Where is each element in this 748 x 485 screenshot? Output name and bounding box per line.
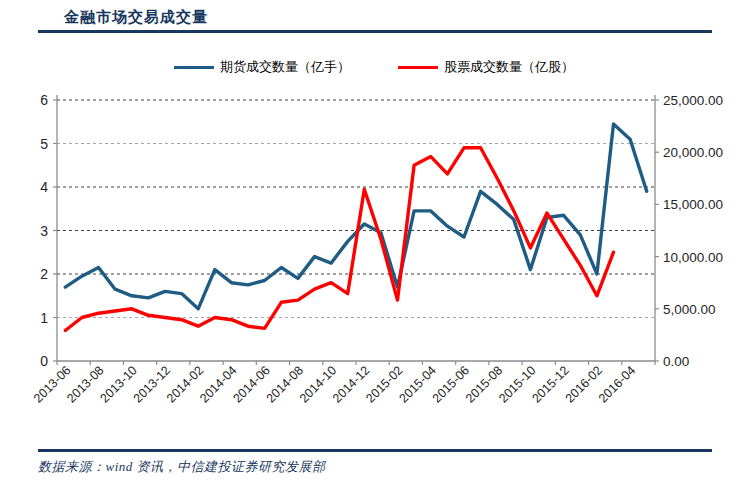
data-source-note: 数据来源：wind 资讯，中信建投证券研究发展部 [38,458,326,476]
stocks-line-swatch [398,66,438,69]
right-axis-label: 15,000.00 [663,197,723,212]
left-axis-label: 2 [40,266,48,282]
x-axis-label: 2016-04 [596,363,638,405]
title-divider [38,30,712,33]
left-axis-label: 6 [40,92,48,108]
right-axis-label: 0.00 [663,354,689,369]
left-axis-label: 3 [40,223,48,239]
right-axis-label: 5,000.00 [663,302,716,317]
footer-divider [38,449,712,452]
left-axis-label: 4 [40,179,48,195]
left-axis-label: 1 [40,310,48,326]
futures-line-swatch [174,66,214,69]
legend-item-stocks: 股票成交数量（亿股） [398,58,574,76]
right-axis-label: 20,000.00 [663,145,723,160]
chart-title: 金融市场交易成交量 [64,8,208,27]
right-axis-label: 25,000.00 [663,93,723,108]
line-chart: 0 1 2 3 4 5 6 0.00 5,000.00 10,000.00 15,000.00 20,… [0,85,748,450]
legend-item-futures: 期货成交数量（亿手） [174,58,350,76]
left-axis-label: 0 [40,353,48,369]
left-axis-label: 5 [40,136,48,152]
chart-legend: 期货成交数量（亿手） 股票成交数量（亿股） [0,58,748,76]
series-line-futures [65,124,646,309]
right-axis-label: 10,000.00 [663,250,723,265]
series-line-stocks [65,148,613,331]
legend-label-stocks: 股票成交数量（亿股） [444,58,574,76]
legend-label-futures: 期货成交数量（亿手） [220,58,350,76]
